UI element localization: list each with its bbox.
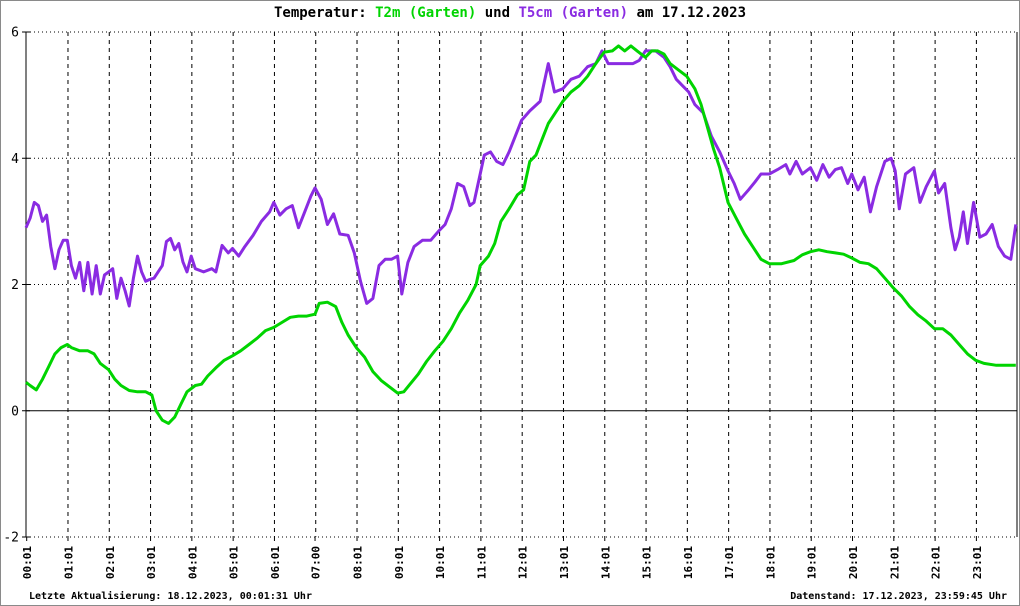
title-prefix: Temperatur: [273,5,376,21]
y-axis-tick-label: 0 [11,404,19,419]
x-axis-tick-label: 15:01 [641,546,654,579]
x-axis-tick-label: 01:01 [62,546,75,579]
x-axis-tick-label: 11:01 [475,546,488,579]
x-axis-tick-label: 16:01 [682,546,695,579]
t2m-series-line [25,44,1016,425]
x-axis-tick-label: 06:01 [269,546,282,579]
x-axis-tick-label: 08:01 [352,546,365,579]
x-axis-tick-label: 09:01 [393,546,406,579]
x-axis-tick-label: 17:01 [723,546,736,579]
y-axis-tick-label: 6 [11,26,19,41]
y-axis-tick-label: 4 [11,152,19,167]
title-mid: und [476,5,519,21]
x-axis-tick-label: 18:01 [764,546,777,579]
x-axis-tick-label: 04:01 [186,546,199,579]
legend-t5cm-label: T5cm (Garten) [518,5,629,21]
x-axis-tick-label: 14:01 [599,546,612,579]
x-axis-tick-label: 20:01 [847,546,860,579]
x-axis-tick-label: 02:01 [104,546,117,579]
x-axis-tick-label: 00:01 [21,546,34,579]
t5cm-series-line [24,49,1018,308]
x-axis-tick-label: 19:01 [806,546,819,579]
legend-t2m-label: T2m (Garten) [375,5,477,21]
y-axis-tick-label: -2 [3,531,19,546]
x-axis-tick-label: 21:01 [888,546,901,579]
data-state-text: Datenstand: 17.12.2023, 23:59:45 Uhr [790,591,1007,602]
chart-title: Temperatur: T2m (Garten) und T5cm (Garte… [1,5,1019,21]
x-axis-tick-label: 23:01 [971,546,984,579]
temperature-line-chart: 6 4 2 0 -200:01 01:01 02:01 03:01 04:01 05:01 06:0… [3,26,1018,579]
x-axis-tick-label: 05:01 [228,546,241,579]
x-axis-tick-label: 13:01 [558,546,571,579]
title-suffix: am 17.12.2023 [628,5,747,21]
x-axis-tick-label: 12:01 [517,546,530,579]
x-axis-tick-label: 07:00 [310,546,323,579]
x-axis-tick-label: 03:01 [145,546,158,579]
x-axis-tick-label: 10:01 [434,546,447,579]
last-update-text: Letzte Aktualisierung: 18.12.2023, 00:01… [29,591,312,602]
x-axis-tick-label: 22:01 [930,546,943,579]
y-axis-tick-label: 2 [11,278,19,293]
